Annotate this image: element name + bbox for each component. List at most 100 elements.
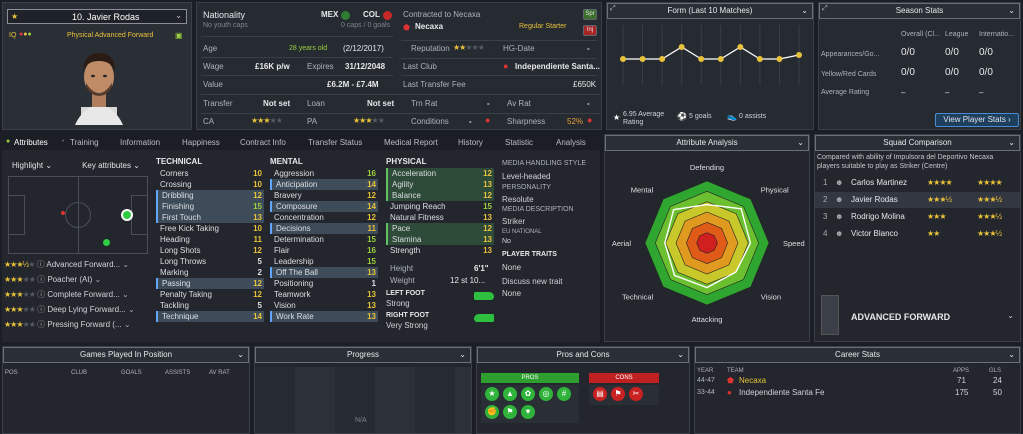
chevron-down-icon[interactable]: ⌄ bbox=[1008, 350, 1015, 359]
tab-training[interactable]: Training bbox=[70, 138, 99, 147]
loan[interactable]: Not set bbox=[367, 99, 395, 108]
tab-information[interactable]: Information bbox=[120, 138, 161, 147]
career-row[interactable]: 33-44 ● Independiente Santa Fe 175 50 bbox=[695, 387, 1020, 399]
squad-row[interactable]: 3 ☻ Rodrigo Molina ★★★ ★★★½ bbox=[815, 209, 1020, 225]
scissors-icon[interactable]: ✂ bbox=[629, 387, 643, 401]
tab-medical-report[interactable]: Medical Report bbox=[384, 138, 438, 147]
technical-attribute-row[interactable]: Free Kick Taking 10 bbox=[156, 223, 264, 234]
muscle-icon[interactable]: ✊ bbox=[485, 405, 499, 419]
tab-attributes[interactable]: Attributes bbox=[14, 138, 48, 147]
tab-happiness[interactable]: Happiness bbox=[182, 138, 220, 147]
mental-attribute-row[interactable]: Composure 14 bbox=[270, 201, 378, 212]
brain-icon[interactable]: ✿ bbox=[521, 387, 535, 401]
expand-icon[interactable]: ⤢ bbox=[610, 5, 616, 12]
chevron-down-icon[interactable]: ⌄ bbox=[677, 350, 684, 359]
squad-row[interactable]: 2 ☻ Javier Rodas ★★★½ ★★★½ bbox=[815, 192, 1020, 208]
physical-attribute-row[interactable]: Pace 12 bbox=[386, 223, 494, 234]
mental-attribute-row[interactable]: Determination 15 bbox=[270, 234, 378, 245]
mental-attribute-row[interactable]: Bravery 12 bbox=[270, 190, 378, 201]
physical-attribute-row[interactable]: Balance 12 bbox=[386, 190, 494, 201]
physical-attribute-row[interactable]: Strength 13 bbox=[386, 245, 494, 256]
mental-attribute-row[interactable]: Aggression 16 bbox=[270, 168, 378, 179]
technical-attribute-row[interactable]: Long Throws 5 bbox=[156, 256, 264, 267]
physical-attribute-row[interactable]: Acceleration 12 bbox=[386, 168, 494, 179]
expand-icon[interactable]: ⤢ bbox=[822, 5, 828, 12]
technical-attribute-row[interactable]: Finishing 15 bbox=[156, 201, 264, 212]
role-row[interactable]: ★★★½★ ⓘ Advanced Forward... ⌄ bbox=[4, 260, 130, 269]
net-icon[interactable]: # bbox=[557, 387, 571, 401]
tab-statistic[interactable]: Statistic bbox=[505, 138, 534, 147]
technical-attribute-row[interactable]: Crossing 10 bbox=[156, 179, 264, 190]
boot-icon[interactable]: ▲ bbox=[503, 387, 517, 401]
technical-attribute-row[interactable]: Corners 10 bbox=[156, 168, 264, 179]
physical-attribute-row[interactable]: Stamina 13 bbox=[386, 234, 494, 245]
mental-attribute-row[interactable]: Off The Ball 13 bbox=[270, 267, 378, 278]
clipboard-icon[interactable]: ▣ bbox=[175, 31, 183, 40]
transfer[interactable]: Not set bbox=[263, 99, 291, 108]
technical-attribute-row[interactable]: First Touch 13 bbox=[156, 212, 264, 223]
role-row[interactable]: ★★★★★ ⓘ Poacher (At) ⌄ bbox=[4, 275, 102, 284]
career-row[interactable]: 44-47 ⬟ Necaxa 71 24 bbox=[695, 375, 1020, 387]
view-player-stats-button[interactable]: View Player Stats › bbox=[935, 113, 1019, 127]
tab-transfer-status[interactable]: Transfer Status bbox=[308, 138, 363, 147]
technical-attribute-row[interactable]: Heading 11 bbox=[156, 234, 264, 245]
tab-analysis[interactable]: Analysis bbox=[556, 138, 586, 147]
technical-attribute-row[interactable]: Tackling 5 bbox=[156, 300, 264, 311]
tab-contract-info[interactable]: Contract Info bbox=[240, 138, 286, 147]
role-row[interactable]: ★★★★★ ⓘ Deep Lying Forward... ⌄ bbox=[4, 305, 135, 314]
flag-icon[interactable]: ⚑ bbox=[503, 405, 517, 419]
tab-history[interactable]: History bbox=[458, 138, 483, 147]
chevron-down-icon[interactable]: ⌄ bbox=[459, 350, 466, 359]
chevron-down-icon[interactable]: ⌄ bbox=[1008, 138, 1015, 147]
technical-attribute-row[interactable]: Passing 12 bbox=[156, 278, 264, 289]
age-label: Age bbox=[203, 44, 218, 53]
info-icon[interactable]: ⓘ bbox=[37, 305, 46, 314]
squad-row[interactable]: 4 ☻ Victor Blanco ★★ ★★★½ bbox=[815, 226, 1020, 242]
physical-attribute-row[interactable]: Natural Fitness 13 bbox=[386, 212, 494, 223]
ball-icon[interactable]: ◎ bbox=[539, 387, 553, 401]
heart-icon[interactable]: ♥ bbox=[521, 405, 535, 419]
role-row[interactable]: ★★★★★ ⓘ Complete Forward... ⌄ bbox=[4, 290, 129, 299]
info-icon[interactable]: ⓘ bbox=[37, 320, 46, 329]
career-team[interactable]: Necaxa bbox=[739, 376, 767, 385]
squad-potential-stars: ★★★★ bbox=[977, 178, 1003, 187]
mental-attribute-row[interactable]: Teamwork 13 bbox=[270, 289, 378, 300]
chevron-down-icon[interactable]: ⌄ bbox=[797, 138, 804, 147]
nation-mex[interactable]: MEX bbox=[321, 10, 339, 19]
physical-attribute-row[interactable]: Jumping Reach 15 bbox=[386, 201, 494, 212]
mental-attribute-row[interactable]: Leadership 15 bbox=[270, 256, 378, 267]
player-name-box[interactable]: 10. Javier Rodas ⌄ bbox=[7, 9, 187, 24]
mental-attribute-row[interactable]: Concentration 12 bbox=[270, 212, 378, 223]
info-icon[interactable]: ⓘ bbox=[37, 290, 46, 299]
discuss-trait[interactable]: Discuss new trait bbox=[502, 277, 563, 286]
key-attributes-dropdown[interactable]: Key attributes ⌄ bbox=[74, 160, 148, 173]
chevron-down-icon[interactable]: ⌄ bbox=[237, 350, 244, 359]
chevron-down-icon[interactable]: ⌄ bbox=[801, 6, 808, 15]
role-row[interactable]: ★★★★★ ⓘ Pressing Forward (... ⌄ bbox=[4, 320, 131, 329]
whistle-icon[interactable]: ▤ bbox=[593, 387, 607, 401]
info-icon[interactable]: ⓘ bbox=[36, 260, 45, 269]
mental-attribute-row[interactable]: Positioning 1 bbox=[270, 278, 378, 289]
mental-attribute-row[interactable]: Flair 16 bbox=[270, 245, 378, 256]
highlight-dropdown[interactable]: Highlight ⌄ bbox=[8, 160, 66, 173]
physical-attribute-row[interactable]: Agility 13 bbox=[386, 179, 494, 190]
chevron-down-icon[interactable]: ⌄ bbox=[1008, 6, 1015, 15]
mental-attribute-row[interactable]: Vision 13 bbox=[270, 300, 378, 311]
info-icon[interactable]: ⓘ bbox=[37, 275, 46, 284]
chevron-down-icon[interactable]: ⌄ bbox=[1007, 311, 1014, 320]
technical-attribute-row[interactable]: Marking 2 bbox=[156, 267, 264, 278]
mental-attribute-row[interactable]: Decisions 11 bbox=[270, 223, 378, 234]
technical-attribute-row[interactable]: Dribbling 12 bbox=[156, 190, 264, 201]
club-name[interactable]: Necaxa bbox=[415, 22, 444, 31]
technical-attribute-row[interactable]: Long Shots 12 bbox=[156, 245, 264, 256]
mental-attribute-row[interactable]: Anticipation 14 bbox=[270, 179, 378, 190]
squad-row[interactable]: 1 ☻ Carlos Martinez ★★★★ ★★★★ bbox=[815, 175, 1020, 191]
technical-attribute-row[interactable]: Penalty Taking 12 bbox=[156, 289, 264, 300]
lastclub[interactable]: Independiente Santa... bbox=[515, 62, 600, 71]
nation-col[interactable]: COL bbox=[363, 10, 380, 19]
mental-attribute-row[interactable]: Work Rate 13 bbox=[270, 311, 378, 322]
technical-attribute-row[interactable]: Technique 14 bbox=[156, 311, 264, 322]
star-icon[interactable]: ★ bbox=[485, 387, 499, 401]
career-team[interactable]: Independiente Santa Fe bbox=[739, 388, 825, 397]
flag-icon[interactable]: ⚑ bbox=[611, 387, 625, 401]
